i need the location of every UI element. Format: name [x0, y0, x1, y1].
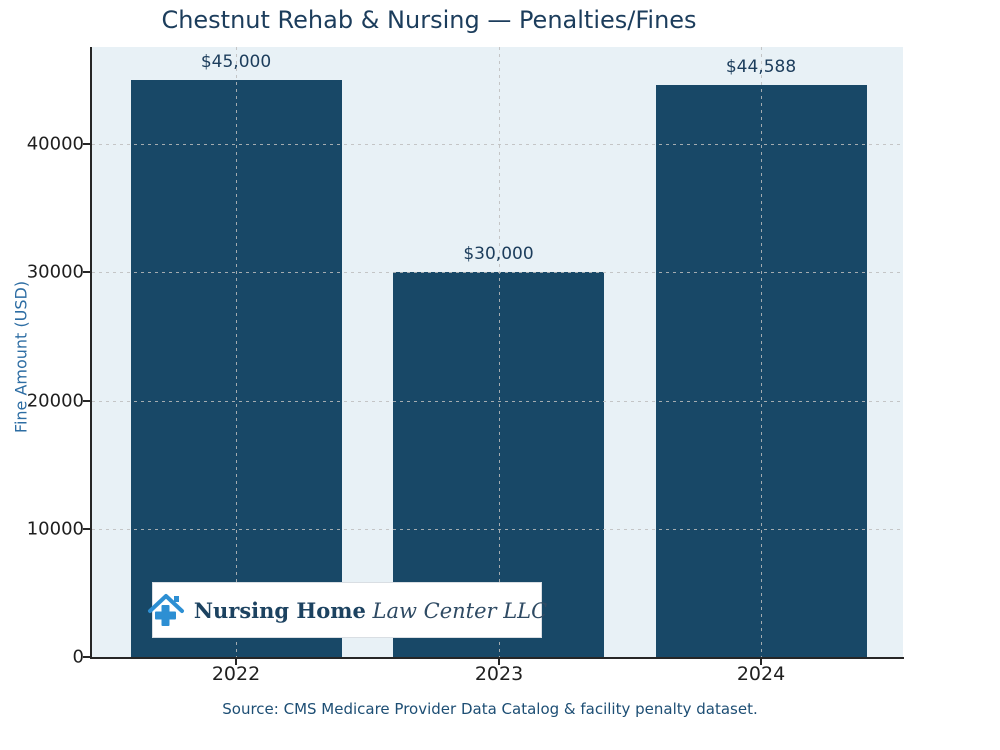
x-tick-mark: [498, 658, 500, 665]
y-tick-mark: [83, 656, 91, 658]
y-tick-mark: [83, 271, 91, 273]
y-tick-label: 0: [72, 646, 84, 668]
watermark-text-bold: Nursing Home: [193, 597, 366, 623]
vertical-gridline: [236, 47, 237, 657]
y-tick-label: 40000: [26, 133, 84, 155]
bar-value-label: $30,000: [463, 244, 534, 264]
vertical-gridline: [499, 47, 500, 657]
horizontal-gridline: [92, 401, 903, 402]
vertical-gridline: [761, 47, 762, 657]
horizontal-gridline: [92, 272, 903, 273]
bar-value-label: $44,588: [725, 57, 797, 77]
horizontal-gridline: [92, 529, 903, 530]
y-tick-label: 10000: [26, 518, 84, 540]
watermark-text-italic: Law Center LLC: [365, 598, 548, 623]
horizontal-gridline: [92, 144, 903, 145]
x-axis-spine: [90, 657, 904, 659]
x-tick-label: 2023: [474, 663, 524, 685]
plot-area: Nursing Home Law Center LLC $45,000 $30,0…: [92, 47, 903, 657]
watermark-logo: Nursing Home Law Center LLC: [147, 582, 547, 638]
y-tick-mark: [83, 528, 91, 530]
chart-title: Chestnut Rehab & Nursing — Penalties/Fin…: [161, 6, 697, 34]
bar-value-label: $45,000: [200, 52, 272, 72]
source-caption: Source: CMS Medicare Provider Data Catal…: [222, 700, 758, 718]
x-tick-label: 2022: [211, 663, 261, 685]
y-tick-label: 20000: [26, 390, 84, 412]
house-with-cross-icon: [147, 594, 184, 626]
watermark-text: Nursing Home Law Center LLC: [194, 598, 547, 623]
y-tick-mark: [83, 143, 91, 145]
x-tick-mark: [235, 658, 237, 665]
y-tick-label: 30000: [26, 261, 84, 283]
x-tick-mark: [760, 658, 762, 665]
x-tick-label: 2024: [736, 663, 786, 685]
y-axis-spine: [90, 47, 92, 659]
y-tick-mark: [83, 400, 91, 402]
